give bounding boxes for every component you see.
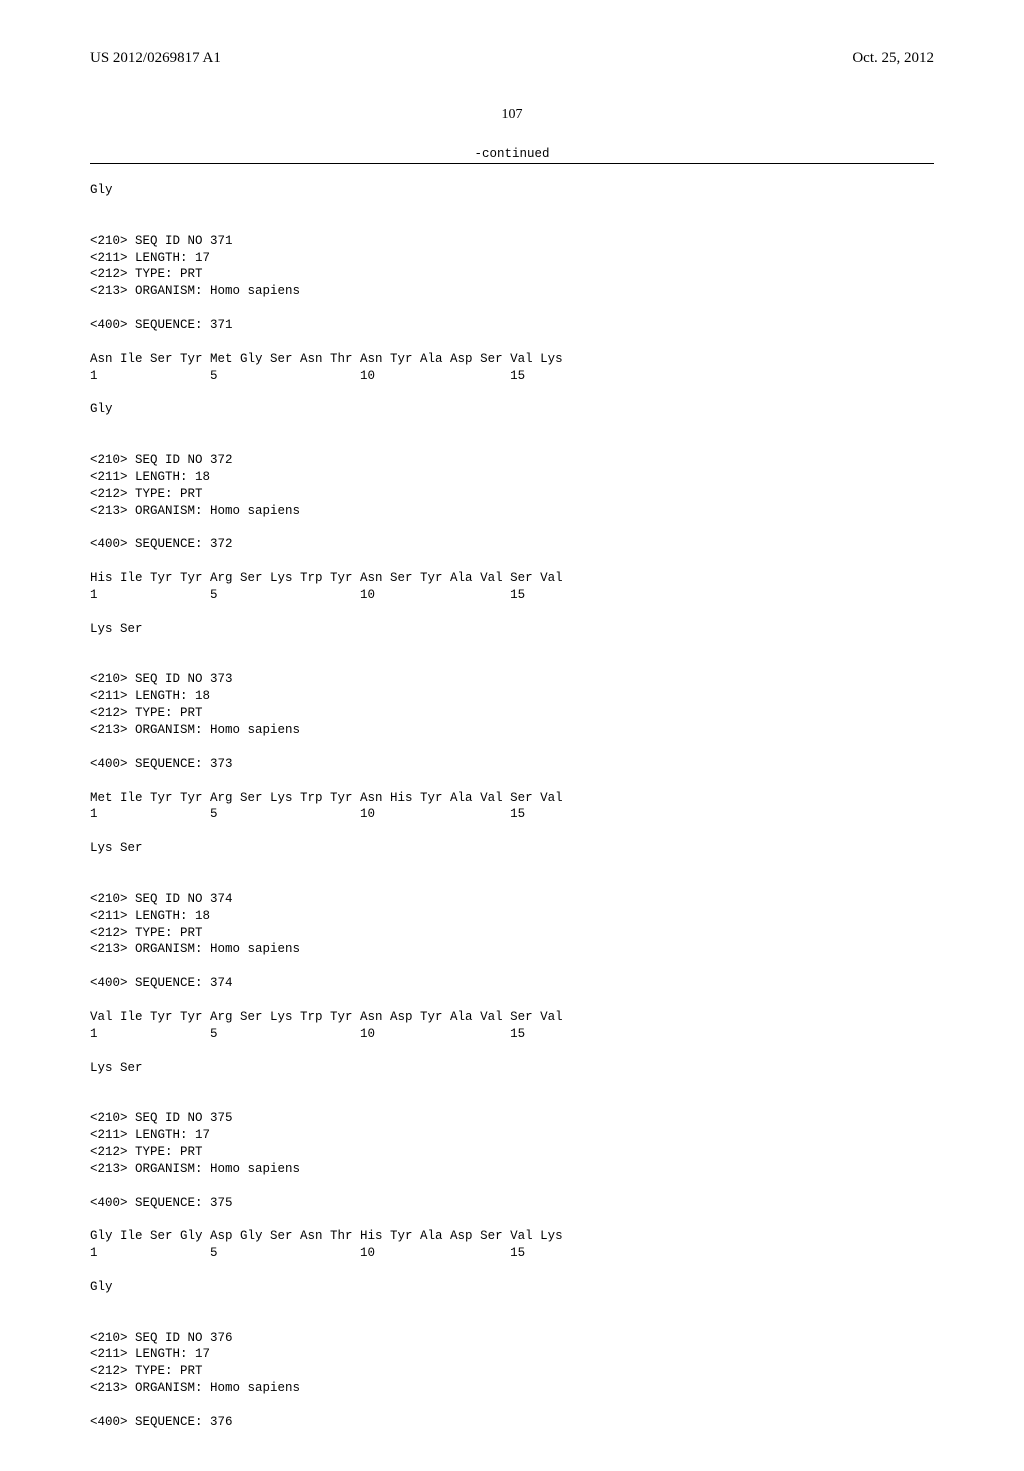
horizontal-rule — [90, 163, 934, 164]
page-number: 107 — [90, 107, 934, 123]
continued-label: -continued — [90, 147, 934, 161]
publication-number: US 2012/0269817 A1 — [90, 50, 221, 67]
publication-date: Oct. 25, 2012 — [852, 50, 934, 67]
page-container: US 2012/0269817 A1 Oct. 25, 2012 107 -co… — [0, 0, 1024, 1471]
header-row: US 2012/0269817 A1 Oct. 25, 2012 — [90, 50, 934, 67]
sequence-listing: Gly <210> SEQ ID NO 371 <211> LENGTH: 17… — [90, 182, 934, 1431]
